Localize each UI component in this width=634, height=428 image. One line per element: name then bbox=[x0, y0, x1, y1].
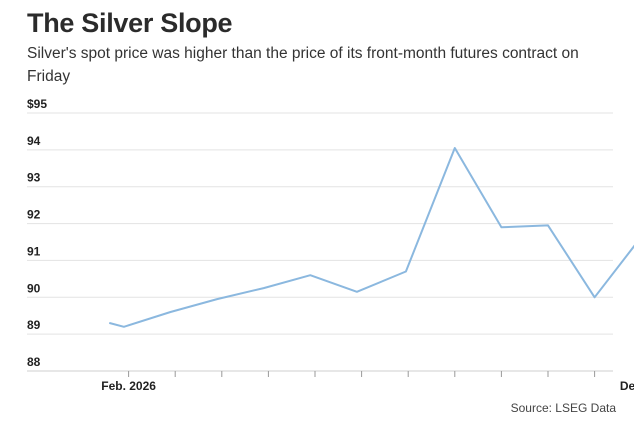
x-axis: Feb. 2026 Dec. bbox=[101, 371, 634, 393]
series-line bbox=[109, 147, 634, 328]
y-tick-label: 88 bbox=[27, 355, 41, 369]
y-tick-label: 89 bbox=[27, 318, 41, 332]
chart-subtitle: Silver's spot price was higher than the … bbox=[27, 45, 579, 85]
y-tick-label: 93 bbox=[27, 171, 41, 185]
y-axis: $95 94 93 92 91 90 89 88 bbox=[27, 97, 47, 369]
y-tick-label: 92 bbox=[27, 208, 41, 222]
gridlines bbox=[27, 112, 613, 372]
series-group bbox=[109, 147, 634, 328]
chart-title: The Silver Slope bbox=[27, 8, 233, 38]
y-tick-label: 90 bbox=[27, 281, 41, 295]
x-tick-label: Dec. bbox=[620, 379, 634, 393]
x-tick-label: Feb. 2026 bbox=[101, 379, 156, 393]
y-tick-label: 94 bbox=[27, 134, 41, 148]
y-tick-label: 91 bbox=[27, 244, 41, 258]
y-tick-label: $95 bbox=[27, 97, 47, 111]
source-note: Source: LSEG Data bbox=[510, 401, 616, 415]
